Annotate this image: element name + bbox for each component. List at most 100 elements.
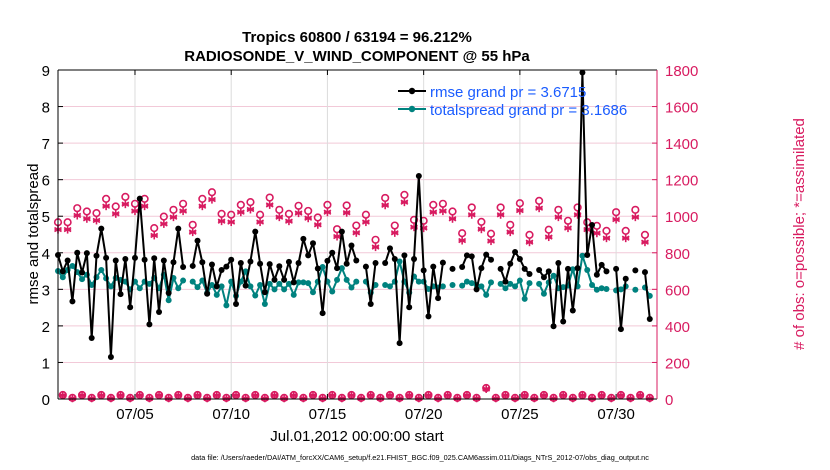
possible-marker [568,393,577,403]
totalspread-point [136,285,143,292]
possible-marker [116,390,125,400]
rmse-point [107,353,114,360]
totalspread-point [468,280,475,287]
rmse-point [290,279,297,286]
assimilated-marker [439,207,447,216]
possible-marker [352,221,361,230]
rmse-point [64,257,71,264]
assimilated-marker [159,219,168,228]
y-axis-left-label: rmse and totalspread [25,164,42,305]
possible-marker [631,205,640,214]
totalspread-point [439,283,446,290]
totalspread-point [285,280,292,287]
totalspread-point [194,284,201,291]
rmse-point [281,276,288,283]
totalspread-point [319,264,326,271]
totalspread-point [271,286,278,293]
possible-marker [126,393,135,403]
x-tick-label: 07/20 [405,406,443,423]
totalspread-point [88,281,95,288]
possible-marker [77,390,87,400]
totalspread-point [521,295,528,302]
totalspread-point [617,286,624,293]
assimilated-marker [131,207,139,216]
assimilated-marker [554,213,563,222]
possible-marker [429,200,438,209]
totalspread-point [338,265,345,272]
assimilated-marker [621,234,630,243]
rmse-point [507,260,514,267]
possible-marker [217,209,226,218]
assimilated-marker [140,202,149,211]
possible-marker [150,224,159,233]
grid [58,70,657,399]
y-tick-label-right: 1600 [665,100,698,117]
assimilated-marker [188,228,197,237]
possible-marker [621,226,630,235]
possible-marker [645,393,654,403]
totalspread-point [300,279,307,286]
possible-marker [111,202,120,211]
rmse-point [449,265,456,272]
possible-marker [357,393,366,403]
assimilated-marker [352,228,361,237]
totalspread-point [516,277,523,284]
totalspread-point [281,286,288,293]
rmse-point [261,289,268,296]
possible-marker [491,393,500,403]
rmse-point [151,255,158,262]
possible-marker [448,207,457,216]
rmse-point [127,304,134,311]
possible-marker [313,213,322,222]
rmse-point [319,310,326,317]
legend-spread-label: totalspread grand pr = 3.1686 [430,102,627,119]
assimilated-marker [256,218,264,227]
rmse-point [199,259,206,266]
rmse-point [334,265,341,272]
x-tick-label: 07/05 [116,406,154,423]
rmse-point [223,263,230,270]
totalspread-point [569,266,576,273]
possible-marker [640,230,650,239]
possible-marker [424,390,433,400]
assimilated-marker [429,208,438,217]
y-tick-label-left: 6 [42,173,50,190]
assimilated-marker [275,213,284,222]
possible-marker [97,390,106,400]
possible-marker [260,393,269,403]
rmse-point [521,265,528,272]
assimilated-marker [294,209,303,218]
possible-marker [328,390,337,400]
possible-marker [347,390,356,400]
possible-marker [304,206,313,216]
totalspread-point [146,280,153,287]
possible-marker [284,209,294,218]
totalspread-point [290,291,297,298]
y-tick-label-left: 4 [42,246,50,263]
y-tick-label-left: 3 [42,282,50,299]
y-tick-label-right: 200 [665,355,690,372]
rmse-point [646,315,653,322]
assimilated-marker [102,202,111,211]
totalspread-point [165,297,172,304]
possible-marker [246,198,255,207]
rmse-point [237,260,244,267]
assimilated-marker [236,208,245,217]
possible-marker [453,393,462,403]
totalspread-point [449,281,456,288]
rmse-point [372,260,379,267]
assimilated-marker [458,236,467,245]
rmse-point [497,265,504,272]
assimilated-marker [467,210,476,219]
totalspread-point [382,281,389,288]
y-tick-label-left: 5 [42,209,50,226]
possible-marker [154,390,164,400]
possible-marker [467,203,476,212]
rmse-point [141,256,148,263]
possible-marker [289,390,298,400]
totalspread-point [593,286,600,293]
assimilated-marker [285,217,293,226]
assimilated-marker [496,210,505,219]
possible-marker [597,390,606,400]
rmse-point [435,295,442,302]
